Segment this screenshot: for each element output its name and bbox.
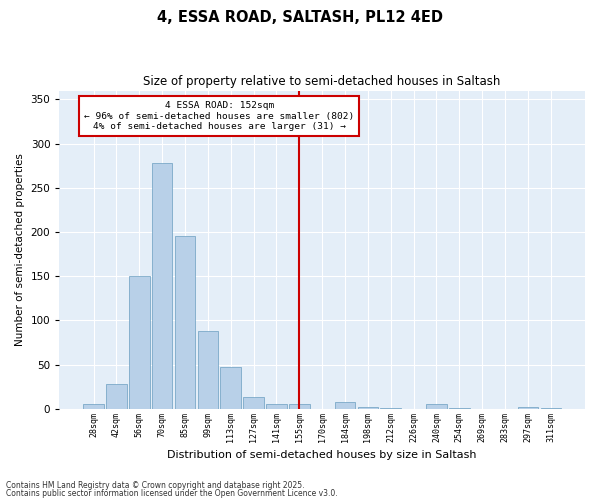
Bar (518, 407, 538, 409)
Bar (266, 404, 287, 409)
Bar (175, 236, 195, 409)
Y-axis label: Number of semi-detached properties: Number of semi-detached properties (15, 154, 25, 346)
Bar (358, 407, 378, 409)
Bar (380, 408, 401, 409)
Text: 4 ESSA ROAD: 152sqm
← 96% of semi-detached houses are smaller (802)
4% of semi-d: 4 ESSA ROAD: 152sqm ← 96% of semi-detach… (84, 101, 355, 131)
Text: Contains HM Land Registry data © Crown copyright and database right 2025.: Contains HM Land Registry data © Crown c… (6, 481, 305, 490)
Bar (220, 368, 241, 409)
Bar (197, 331, 218, 409)
Bar (152, 163, 172, 409)
Bar (106, 384, 127, 409)
Bar (243, 398, 264, 409)
Text: 4, ESSA ROAD, SALTASH, PL12 4ED: 4, ESSA ROAD, SALTASH, PL12 4ED (157, 10, 443, 25)
Bar (449, 408, 470, 409)
Bar (83, 404, 104, 409)
Bar (426, 404, 447, 409)
Bar (289, 404, 310, 409)
Title: Size of property relative to semi-detached houses in Saltash: Size of property relative to semi-detach… (143, 75, 501, 88)
Bar (129, 276, 149, 409)
X-axis label: Distribution of semi-detached houses by size in Saltash: Distribution of semi-detached houses by … (167, 450, 477, 460)
Bar (335, 402, 355, 409)
Bar (541, 408, 561, 409)
Text: Contains public sector information licensed under the Open Government Licence v3: Contains public sector information licen… (6, 488, 338, 498)
